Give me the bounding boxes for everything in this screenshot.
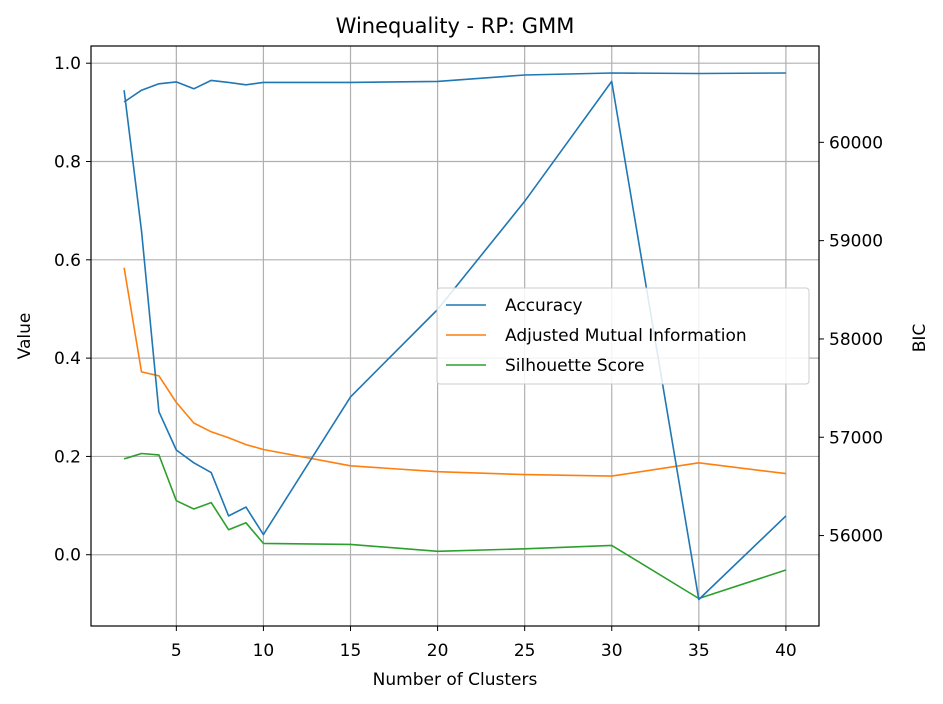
- y2-tick-label: 59000: [829, 232, 883, 252]
- y2-tick-label: 56000: [829, 527, 883, 547]
- y-tick-label: 1.0: [54, 54, 81, 74]
- series-line-bic: [123, 80, 787, 601]
- series-lines: [123, 72, 787, 601]
- plot-frame: [90, 45, 820, 627]
- x-tick-label: 20: [427, 641, 449, 661]
- y2-tick-label: 57000: [829, 428, 883, 448]
- y-tick-label: 0.6: [54, 251, 81, 271]
- x-tick-label: 30: [601, 641, 623, 661]
- y-axis-label: Value: [15, 313, 35, 360]
- y-tick-label: 0.4: [54, 349, 81, 369]
- y2-tick-label: 60000: [829, 133, 883, 153]
- legend-label: Silhouette Score: [505, 356, 644, 376]
- x-ticks: 5 10 15 20 25 30 35 40: [171, 626, 797, 661]
- x-tick-label: 15: [340, 641, 362, 661]
- y2-tick-label: 58000: [829, 330, 883, 350]
- x-tick-label: 35: [688, 641, 710, 661]
- chart-title: Winequality - RP: GMM: [336, 14, 575, 38]
- x-tick-label: 40: [775, 641, 797, 661]
- series-line-silhouette-score: [123, 452, 787, 600]
- x-tick-label: 10: [253, 641, 275, 661]
- x-tick-label: 5: [171, 641, 182, 661]
- x-axis-label: Number of Clusters: [373, 670, 538, 690]
- legend-label: Accuracy: [505, 296, 583, 316]
- y-tick-label: 0.8: [54, 153, 81, 173]
- y-ticks: 0.0 0.2 0.4 0.6 0.8 1.0: [54, 54, 91, 566]
- series-line-accuracy: [123, 72, 786, 103]
- y-tick-label: 0.2: [54, 447, 81, 467]
- y2-ticks: 56000 57000 58000 59000 60000: [819, 133, 883, 547]
- x-tick-label: 25: [514, 641, 536, 661]
- legend-label: Adjusted Mutual Information: [505, 326, 747, 346]
- legend: Accuracy Adjusted Mutual Information Silho…: [436, 287, 810, 385]
- legend-box: [436, 287, 810, 385]
- series-line-adjusted-mutual-information: [123, 267, 786, 477]
- y2-axis-label: BIC: [910, 324, 930, 353]
- y-tick-label: 0.0: [54, 546, 81, 566]
